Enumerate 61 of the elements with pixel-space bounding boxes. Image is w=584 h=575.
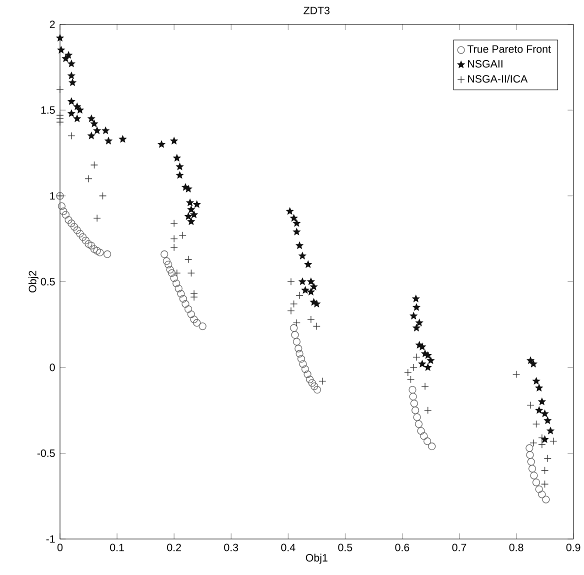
point [406,376,415,384]
point [56,118,64,126]
point [56,86,64,94]
point [68,132,76,140]
point [532,420,540,428]
x-tick-label: 0 [57,544,63,552]
y-axis-title: Obj2 [28,270,38,292]
point [421,382,429,390]
point [424,406,432,414]
x-tick-label: 0.3 [224,544,238,552]
x-tick-label: 0.5 [338,544,352,552]
point [170,244,178,252]
y-tick-label: -1 [46,535,55,543]
point [544,454,552,462]
x-tick-label: 0.9 [566,544,580,552]
y-tick-label: 1 [50,192,55,200]
x-tick-label: 0.2 [167,544,181,552]
y-tick-label: 2 [50,20,55,28]
x-axis-title: Obj1 [306,554,328,564]
legend-label: True Pareto Front [467,45,551,53]
point [84,174,92,183]
point [318,377,326,385]
point [290,300,298,308]
point [296,292,304,300]
point [307,316,315,324]
point [412,353,420,361]
point [530,439,538,447]
point [541,480,549,488]
point [178,232,186,240]
point [90,161,98,169]
point [287,307,295,315]
point [292,319,301,327]
point [538,434,546,442]
point [287,278,295,286]
point [538,440,546,448]
y-tick-label: 0.5 [40,278,55,286]
point [541,466,549,474]
point [184,256,192,264]
point [98,192,107,200]
point [170,220,178,228]
point [187,269,195,277]
chart-title: ZDT3 [304,6,330,14]
y-tick-label: 0 [50,364,55,372]
x-tick-label: 0.4 [281,544,296,552]
x-tick-label: 0.8 [509,544,524,552]
legend-label: NSGA-II/ICA [468,74,528,83]
point [410,364,418,372]
point [526,401,534,409]
point [93,214,101,222]
point [512,370,520,378]
point [190,293,198,301]
legend-label: NSGAII [468,60,502,68]
point [170,234,178,243]
point [404,368,412,376]
point [312,322,320,330]
y-tick-label: 1.5 [41,106,55,114]
y-tick-label: -0.5 [37,449,55,457]
x-tick-label: 0.1 [110,544,124,552]
point [550,437,558,446]
x-tick-label: 0.7 [452,544,466,552]
x-tick-label: 0.6 [395,544,410,552]
